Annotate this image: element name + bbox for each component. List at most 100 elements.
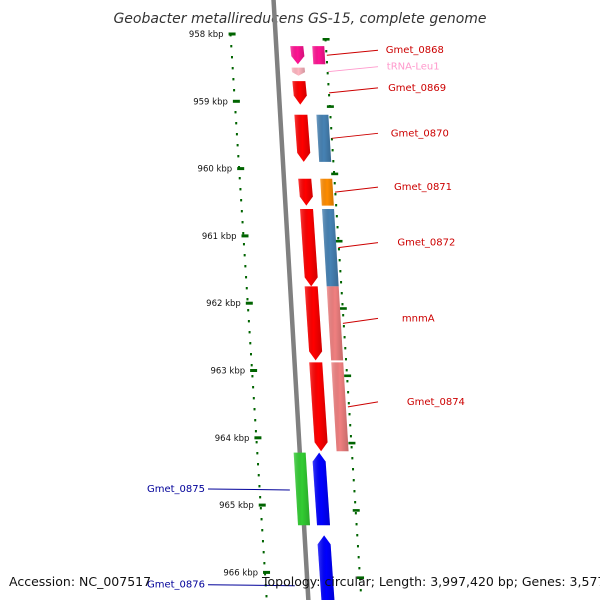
scale-dot — [254, 419, 257, 422]
scale-dot — [247, 309, 250, 312]
scale-dot — [342, 314, 345, 317]
scale-dot — [263, 562, 266, 565]
scale-dot — [353, 490, 356, 493]
scale-dot — [350, 446, 353, 449]
gene-labels: Gmet_0868 tRNA-Leu1 Gmet_0869 Gmet_0870 Gmet… — [147, 45, 465, 591]
feature-gmet_0870-arrow[interactable] — [294, 114, 311, 162]
feature-gmet_0869-arrow[interactable] — [292, 81, 307, 105]
kbp-tick-mark — [245, 301, 253, 305]
feature-gmet_0876-arrow[interactable] — [317, 535, 335, 600]
scale-dot — [325, 50, 328, 53]
feature-gmet_0872-arrow[interactable] — [300, 208, 318, 287]
feature-gmet_0869-label[interactable]: Gmet_0869 — [388, 83, 446, 94]
feature-gmet_0874-arrow[interactable] — [309, 362, 328, 452]
feature-gmet_0874-cog-bar[interactable] — [331, 362, 349, 452]
scale-dot — [264, 573, 267, 576]
feature-gmet_0874-leader-line — [347, 401, 379, 408]
feature-mnma-cog-bar[interactable] — [326, 286, 344, 361]
feature-gmet_0872-label[interactable]: Gmet_0872 — [397, 238, 455, 249]
scale-dot — [248, 331, 251, 334]
scale-dot — [329, 116, 332, 119]
scale-dot — [326, 72, 329, 75]
scale-dot — [255, 441, 258, 444]
scale-dot — [259, 496, 262, 499]
kbp-tick-label: 965 kbp — [219, 501, 254, 511]
scale-dot — [245, 287, 248, 290]
scale-dot — [235, 133, 238, 136]
feature-gmet_0875-label[interactable]: Gmet_0875 — [147, 484, 205, 495]
scale-dot — [343, 336, 346, 339]
scale-dot — [251, 375, 254, 378]
feature-gmet_0872-cog-bar[interactable] — [322, 208, 339, 287]
scale-dot — [333, 182, 336, 185]
feature-mnma-label[interactable]: mnmA — [402, 313, 435, 324]
scale-dot — [249, 353, 252, 356]
scale-dot — [351, 457, 354, 460]
scale-dot — [335, 204, 338, 207]
scale-dot — [344, 358, 347, 361]
scale-dot — [265, 595, 268, 598]
scale-dot — [253, 408, 256, 411]
kbp-tick-mark — [237, 167, 245, 171]
feature-gmet_0868-arrow[interactable] — [290, 46, 305, 65]
feature-gmet_0868-leader-line — [326, 49, 379, 56]
gene-features — [290, 46, 349, 600]
scale-dot — [261, 540, 264, 543]
scale-dot — [330, 127, 333, 130]
feature-gmet_0875-arrow[interactable] — [312, 452, 331, 526]
feature-mnma-arrow[interactable] — [304, 286, 323, 361]
scale-ticks: 958 kbp 959 kbp 960 kbp 961 kbp 962 kbp 963 k… — [189, 30, 365, 579]
scale-dot — [256, 452, 259, 455]
scale-dot — [239, 188, 242, 191]
feature-gmet_0868-cog-bar[interactable] — [312, 46, 326, 65]
scale-dot — [231, 67, 234, 70]
feature-gmet_0871-cog-bar[interactable] — [320, 178, 334, 206]
kbp-tick-mark-inner — [339, 307, 347, 310]
scale-dot — [352, 468, 355, 471]
scale-dot — [328, 94, 331, 97]
feature-gmet_0871-leader-line — [334, 186, 379, 193]
scale-dot — [330, 138, 333, 141]
kbp-tick-mark-inner — [357, 576, 365, 579]
scale-dot — [262, 551, 265, 554]
kbp-tick-mark — [228, 32, 236, 36]
scale-dot — [337, 248, 340, 251]
scale-dot — [348, 413, 351, 416]
kbp-tick-label: 958 kbp — [189, 30, 224, 40]
feature-gmet_0871-arrow[interactable] — [298, 178, 313, 206]
kbp-tick-label: 959 kbp — [193, 97, 228, 107]
kbp-tick-mark — [263, 570, 271, 574]
scale-dot — [230, 45, 233, 48]
feature-gmet_0875-leader-line — [207, 488, 290, 491]
scale-dot — [347, 402, 350, 405]
feature-gmet_0871-label[interactable]: Gmet_0871 — [394, 182, 452, 193]
scale-dot — [359, 578, 362, 581]
feature-gmet_0868-label[interactable]: Gmet_0868 — [386, 45, 444, 56]
feature-trna-leu1-arrow[interactable] — [291, 67, 306, 76]
scale-dot — [238, 177, 241, 180]
scale-dot — [332, 160, 335, 163]
feature-gmet_0872-leader-line — [338, 242, 379, 249]
scale-dot — [339, 270, 342, 273]
scale-dot — [240, 199, 243, 202]
kbp-tick-mark-inner — [322, 38, 330, 41]
kbp-tick-mark-inner — [352, 509, 360, 512]
scale-dot — [247, 320, 250, 323]
map-title: Geobacter metallireducens GS-15, complet… — [113, 11, 486, 27]
feature-gmet_0875-cog-bar[interactable] — [293, 452, 311, 526]
scale-dot — [236, 144, 239, 147]
feature-gmet_0870-cog-bar[interactable] — [316, 114, 332, 162]
scale-dot — [243, 254, 246, 257]
feature-gmet_0876-label[interactable]: Gmet_0876 — [147, 580, 205, 591]
kbp-tick-mark-inner — [348, 441, 356, 445]
kbp-tick-mark — [241, 234, 249, 238]
scale-dot — [257, 463, 260, 466]
feature-gmet_0870-label[interactable]: Gmet_0870 — [391, 128, 449, 139]
scale-dot — [257, 474, 260, 477]
feature-trna-leu1-label[interactable]: tRNA-Leu1 — [387, 62, 440, 73]
feature-gmet_0874-label[interactable]: Gmet_0874 — [407, 397, 465, 408]
scale-dot — [235, 122, 238, 125]
feature-gmet_0869-leader-line — [329, 87, 379, 94]
scale-dot — [259, 507, 262, 510]
